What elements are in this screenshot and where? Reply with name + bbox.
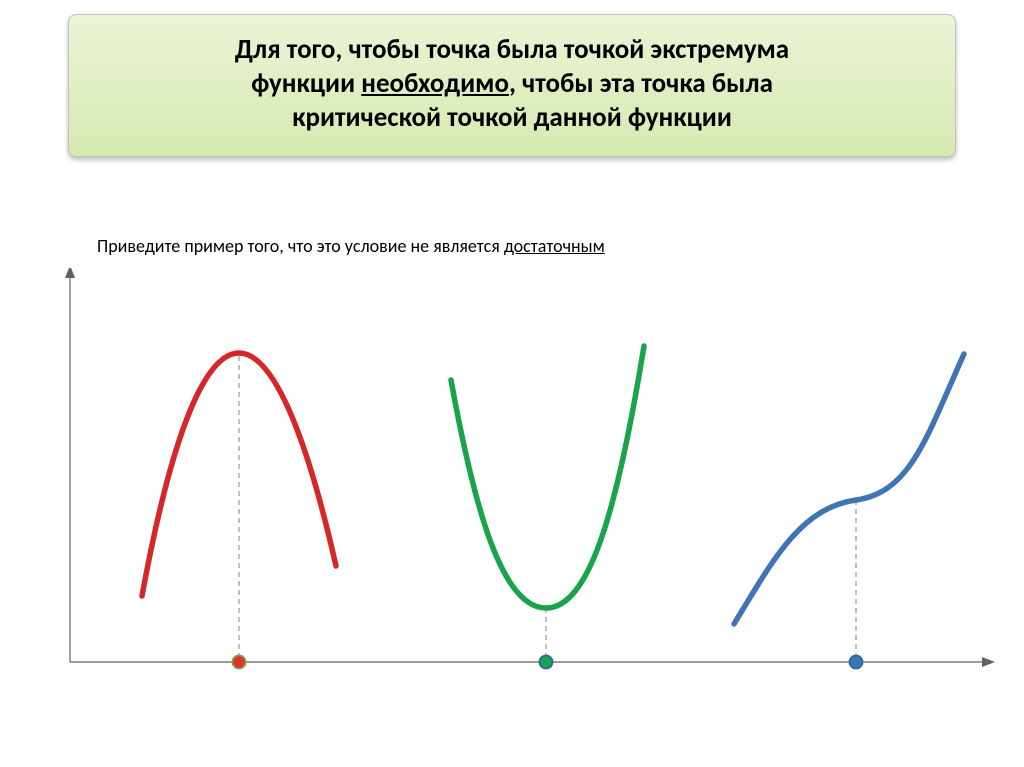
blue-inflection-marker [850, 656, 863, 669]
title-text: Для того, чтобы точка была точкой экстре… [93, 33, 931, 134]
red-parabola-max-marker [233, 656, 246, 669]
slide-root: Для того, чтобы точка была точкой экстре… [0, 0, 1024, 767]
curves-group [142, 346, 964, 624]
title-line-2b: , чтобы эта точка была [509, 67, 773, 100]
title-underlined: необходимо [361, 67, 509, 100]
subtitle-underlined: достаточным [504, 235, 605, 257]
chart-svg [56, 268, 996, 698]
green-parabola-min-marker [540, 656, 553, 669]
green-parabola-min [451, 346, 644, 608]
y-axis-arrow [65, 268, 75, 278]
subtitle-text: Приведите пример того, что это условие н… [97, 235, 605, 257]
title-line-3: критической точкой данной функции [292, 101, 732, 134]
blue-inflection [734, 354, 964, 624]
x-axis-arrow [982, 657, 995, 667]
title-box: Для того, чтобы точка была точкой экстре… [68, 14, 956, 157]
title-line-1: Для того, чтобы точка была точкой экстре… [235, 33, 789, 66]
title-line-2a: функции [251, 67, 361, 100]
subtitle-prefix: Приведите пример того, что это условие н… [97, 235, 504, 257]
dashed-group [239, 356, 856, 662]
axes-group [65, 268, 995, 667]
